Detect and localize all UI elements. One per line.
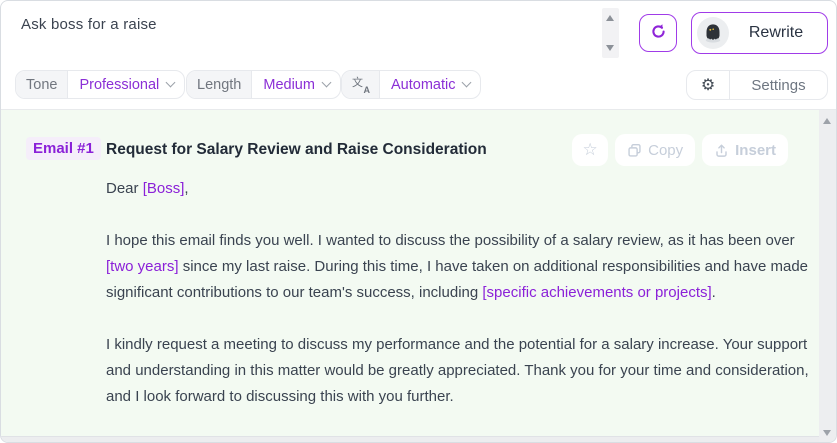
scroll-up-icon[interactable] <box>606 15 614 21</box>
email-paragraph: Dear [Boss], <box>106 176 818 202</box>
chevron-down-icon <box>321 77 332 88</box>
tone-dropdown[interactable]: Tone Professional <box>15 70 186 99</box>
email-paragraph: I hope this email finds you well. I want… <box>106 228 818 306</box>
language-dropdown[interactable]: 文 A Automatic <box>341 70 482 99</box>
body-text: I hope this email finds you well. I want… <box>106 232 795 249</box>
length-dropdown-value: Medium <box>263 76 315 93</box>
prompt-scrollbar[interactable] <box>602 8 619 58</box>
email-subject-title: Request for Salary Review and Raise Cons… <box>106 141 487 158</box>
rewrite-button-label: Rewrite <box>748 24 804 41</box>
bottom-strip <box>1 436 836 442</box>
tone-dropdown-value: Professional <box>79 76 160 93</box>
email-scrollbar[interactable] <box>819 110 836 442</box>
gear-icon: ⚙ <box>687 71 730 99</box>
scroll-down-icon[interactable] <box>606 45 614 51</box>
settings-button[interactable]: ⚙ Settings <box>686 70 828 100</box>
email-paragraph: I kindly request a meeting to discuss my… <box>106 332 818 410</box>
star-icon: ☆ <box>582 140 598 159</box>
language-dropdown-value: Automatic <box>391 76 456 93</box>
scroll-down-icon[interactable] <box>823 430 831 436</box>
tone-dropdown-label: Tone <box>16 71 69 98</box>
email-result-panel: Email #1 Request for Salary Review and R… <box>1 110 821 438</box>
copy-icon <box>627 143 642 158</box>
insert-icon <box>714 143 729 158</box>
rewrite-button[interactable]: Rewrite <box>691 12 828 54</box>
translate-icon: 文 A <box>342 71 380 98</box>
length-dropdown[interactable]: Length Medium <box>186 70 341 99</box>
chevron-down-icon <box>462 77 472 88</box>
refresh-icon <box>649 22 668 44</box>
copy-button[interactable]: Copy <box>615 134 696 166</box>
email-actions: ☆ Copy Inse <box>572 134 788 166</box>
placeholder-text: [specific achievements or projects] <box>482 284 712 301</box>
insert-button[interactable]: Insert <box>702 134 788 166</box>
settings-button-label: Settings <box>751 76 806 94</box>
email-number-badge: Email #1 <box>26 137 101 160</box>
placeholder-text: [two years] <box>106 258 179 275</box>
scroll-up-icon[interactable] <box>823 118 831 124</box>
favorite-button[interactable]: ☆ <box>572 134 609 166</box>
body-text: , <box>184 180 189 197</box>
email-body: Dear [Boss], I hope this email finds you … <box>106 176 818 436</box>
body-text: I kindly request a meeting to discuss my… <box>106 336 809 405</box>
length-dropdown-label: Length <box>187 71 253 98</box>
regenerate-button[interactable] <box>639 14 677 52</box>
prompt-input[interactable]: Ask boss for a raise <box>21 16 157 33</box>
insert-button-label: Insert <box>735 141 776 159</box>
ghost-mascot-icon <box>697 17 729 49</box>
chevron-down-icon <box>165 77 176 88</box>
placeholder-text: [Boss] <box>142 180 185 197</box>
body-text: Dear <box>106 180 143 197</box>
body-text: . <box>711 284 716 301</box>
header-divider <box>1 109 836 110</box>
copy-button-label: Copy <box>648 141 684 159</box>
body-text: since my last raise. During this time, I… <box>106 258 809 301</box>
